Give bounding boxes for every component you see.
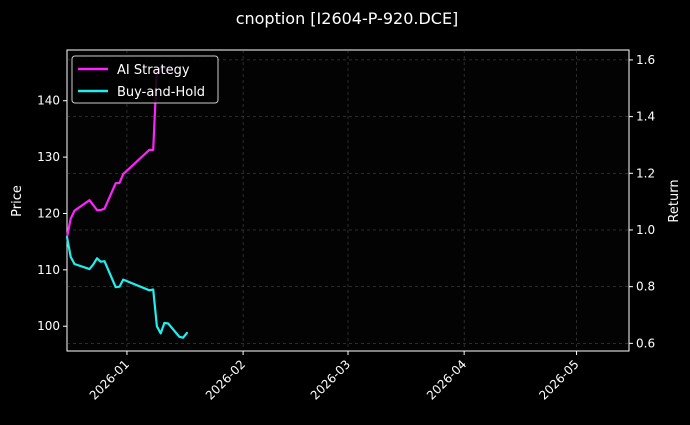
series-line-buy-and-hold (65, 236, 188, 339)
y-tick-label: 100 (37, 319, 60, 333)
y2-tick-label: 1.2 (636, 166, 655, 180)
y2-axis-label: Return (667, 179, 682, 222)
y2-tick-label: 1.6 (636, 53, 655, 67)
grid (67, 50, 629, 351)
series-line-ai-strategy (65, 67, 170, 239)
y2-tick-label: 1.0 (636, 223, 655, 237)
series-layer (65, 67, 188, 339)
y-tick-label: 140 (37, 94, 60, 108)
chart-title: cnoption [I2604-P-920.DCE] (236, 9, 459, 28)
y-tick-label: 110 (37, 263, 60, 277)
y-tick-label: 130 (37, 150, 60, 164)
y2-tick-label: 0.8 (636, 280, 655, 294)
legend: AI Strategy Buy-and-Hold (71, 55, 219, 104)
y-axis-label: Price (10, 185, 25, 217)
y-tick-label: 120 (37, 206, 60, 220)
legend-label-buy-and-hold: Buy-and-Hold (117, 85, 205, 100)
y2-tick-label: 1.4 (636, 110, 655, 124)
y2-tick-label: 0.6 (636, 336, 655, 350)
legend-box (71, 55, 219, 104)
legend-label-ai-strategy: AI Strategy (117, 63, 190, 78)
